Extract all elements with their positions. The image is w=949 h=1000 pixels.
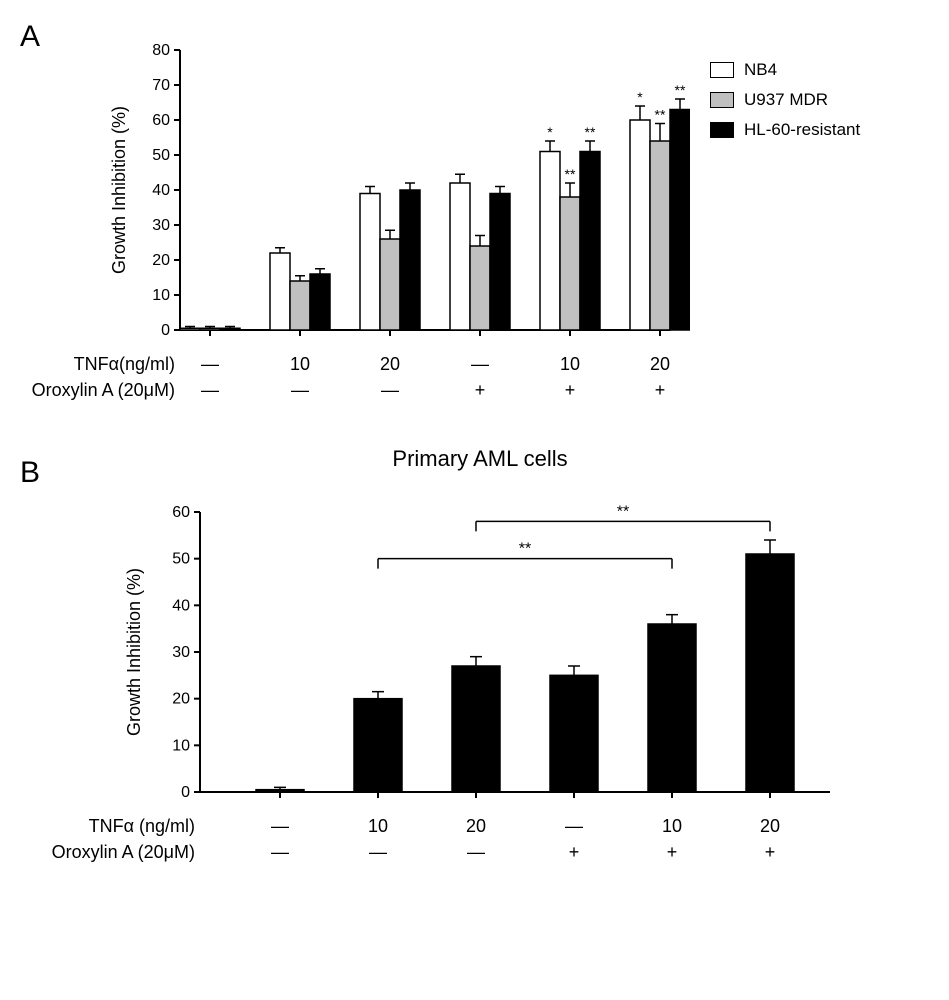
svg-text:10: 10 bbox=[172, 737, 190, 754]
panel-b-chart: 0102030405060Growth Inhibition (%)**** T… bbox=[80, 472, 929, 868]
x-cat-oroxylin: — bbox=[275, 380, 325, 401]
x-cat-tnfa: 20 bbox=[451, 816, 501, 837]
x-cat-tnfa: 20 bbox=[365, 354, 415, 375]
svg-text:60: 60 bbox=[152, 112, 170, 129]
x-cat-oroxylin: + bbox=[455, 380, 505, 401]
legend-swatch bbox=[710, 122, 734, 138]
x-cat-oroxylin: — bbox=[451, 842, 501, 863]
legend-swatch bbox=[710, 92, 734, 108]
svg-text:60: 60 bbox=[172, 504, 190, 521]
x-cat-oroxylin: — bbox=[365, 380, 415, 401]
svg-text:Growth Inhibition (%): Growth Inhibition (%) bbox=[124, 568, 144, 736]
svg-text:0: 0 bbox=[181, 784, 190, 801]
x-cat-oroxylin: + bbox=[545, 380, 595, 401]
svg-text:Growth Inhibition (%): Growth Inhibition (%) bbox=[109, 106, 129, 274]
legend-swatch bbox=[710, 62, 734, 78]
panel-a-chart: 01020304050607080Growth Inhibition (%)**… bbox=[80, 20, 690, 406]
panel-a-legend: NB4 U937 MDR HL-60-resistant bbox=[710, 60, 860, 150]
x-cat-tnfa: — bbox=[549, 816, 599, 837]
x-cat-oroxylin: + bbox=[647, 842, 697, 863]
svg-text:**: ** bbox=[585, 124, 596, 140]
svg-text:10: 10 bbox=[152, 287, 170, 304]
svg-text:*: * bbox=[547, 124, 553, 140]
svg-text:20: 20 bbox=[152, 252, 170, 269]
svg-text:50: 50 bbox=[152, 147, 170, 164]
panel-a-x-categories: TNFα(ng/ml)Oroxylin A (20μM)——10—20——+10… bbox=[80, 350, 690, 406]
legend-label: U937 MDR bbox=[744, 90, 828, 110]
x-row-label-oroxylin: Oroxylin A (20μM) bbox=[25, 380, 175, 401]
x-cat-tnfa: 10 bbox=[275, 354, 325, 375]
x-cat-oroxylin: — bbox=[353, 842, 403, 863]
panel-b-x-categories: TNFα (ng/ml)Oroxylin A (20μM)——10—20——+1… bbox=[80, 812, 929, 868]
svg-text:**: ** bbox=[519, 541, 531, 558]
legend-item: HL-60-resistant bbox=[710, 120, 860, 140]
x-cat-tnfa: 20 bbox=[745, 816, 795, 837]
x-cat-tnfa: — bbox=[455, 354, 505, 375]
svg-text:**: ** bbox=[565, 166, 576, 182]
panel-b-title: Primary AML cells bbox=[170, 446, 790, 472]
x-cat-oroxylin: — bbox=[185, 380, 235, 401]
legend-item: U937 MDR bbox=[710, 90, 860, 110]
panel-a: A 0 10 20 30 40 50 60 70 80 Growth Inhibition (%)… bbox=[20, 20, 929, 406]
x-cat-oroxylin: + bbox=[549, 842, 599, 863]
svg-text:*: * bbox=[637, 89, 643, 105]
x-cat-oroxylin: + bbox=[745, 842, 795, 863]
panel-b: B Primary AML cells 0 10 20 30 40 50 60 Growth … bbox=[20, 446, 929, 868]
x-cat-tnfa: 10 bbox=[647, 816, 697, 837]
panel-a-label: A bbox=[20, 20, 40, 54]
x-row-label-tnfa: TNFα (ng/ml) bbox=[25, 816, 195, 837]
x-cat-tnfa: 10 bbox=[353, 816, 403, 837]
x-cat-tnfa: 10 bbox=[545, 354, 595, 375]
svg-text:30: 30 bbox=[172, 644, 190, 661]
svg-text:50: 50 bbox=[172, 551, 190, 568]
legend-label: HL-60-resistant bbox=[744, 120, 860, 140]
svg-text:30: 30 bbox=[152, 217, 170, 234]
legend-item: NB4 bbox=[710, 60, 860, 80]
svg-text:40: 40 bbox=[152, 182, 170, 199]
svg-text:**: ** bbox=[675, 82, 686, 98]
x-cat-tnfa: — bbox=[185, 354, 235, 375]
x-cat-tnfa: 20 bbox=[635, 354, 685, 375]
svg-text:**: ** bbox=[655, 107, 666, 123]
svg-text:80: 80 bbox=[152, 42, 170, 59]
svg-text:0: 0 bbox=[161, 322, 170, 339]
x-row-label-oroxylin: Oroxylin A (20μM) bbox=[25, 842, 195, 863]
panel-b-label: B bbox=[20, 456, 40, 490]
svg-text:70: 70 bbox=[152, 77, 170, 94]
svg-text:20: 20 bbox=[172, 691, 190, 708]
x-row-label-tnfa: TNFα(ng/ml) bbox=[25, 354, 175, 375]
x-cat-oroxylin: + bbox=[635, 380, 685, 401]
x-cat-oroxylin: — bbox=[255, 842, 305, 863]
legend-label: NB4 bbox=[744, 60, 777, 80]
svg-text:**: ** bbox=[617, 503, 629, 520]
x-cat-tnfa: — bbox=[255, 816, 305, 837]
svg-text:40: 40 bbox=[172, 597, 190, 614]
